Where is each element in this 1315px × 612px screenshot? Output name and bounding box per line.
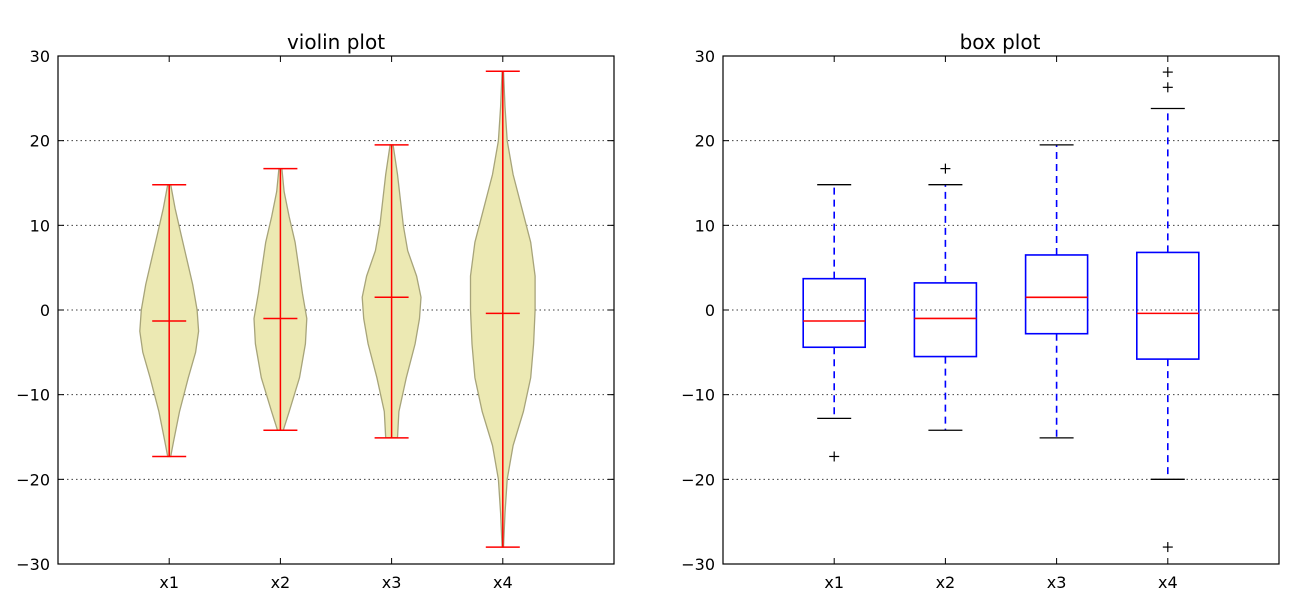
y-tick-label: 10 <box>695 216 715 235</box>
violin-plot-panel: violin plot −30 −20 −10 0 10 20 30 x1 x2 x3 x4 <box>16 30 615 592</box>
x-tick-label: x1 <box>159 573 179 592</box>
y-tick-label: −30 <box>16 555 50 574</box>
y-tick-label: 30 <box>30 47 50 66</box>
box-plot-panel: box plot −30 −20 −10 0 10 20 30 x1 x2 x3 x4 <box>681 30 1280 592</box>
box-iqr-x3 <box>1024 254 1089 335</box>
box-flier-x4 <box>1162 67 1173 78</box>
x-tick-label: x4 <box>493 573 513 592</box>
y-tick-label: 0 <box>705 301 715 320</box>
x-tick-label: x3 <box>382 573 402 592</box>
y-tick-label: −20 <box>681 470 715 489</box>
box-plot-title: box plot <box>960 30 1041 54</box>
y-tick-label: 10 <box>30 216 50 235</box>
y-tick-label: 20 <box>695 132 715 151</box>
box-flier-x1 <box>829 451 840 462</box>
x-tick-label: x4 <box>1158 573 1178 592</box>
x-tick-label: x2 <box>271 573 291 592</box>
violin-plot-title: violin plot <box>287 30 385 54</box>
y-tick-label: 0 <box>40 301 50 320</box>
x-tick-label: x2 <box>936 573 956 592</box>
box-flier-x4 <box>1162 542 1173 553</box>
y-tick-label: 20 <box>30 132 50 151</box>
y-tick-label: −30 <box>681 555 715 574</box>
box-iqr-x1 <box>802 277 867 349</box>
box-flier-x2 <box>940 163 951 174</box>
plot-frame <box>722 55 1280 565</box>
x-tick-label: x1 <box>824 573 844 592</box>
y-tick-label: −10 <box>681 386 715 405</box>
y-tick-label: −10 <box>16 386 50 405</box>
box-iqr-x4 <box>1136 251 1200 360</box>
box-flier-x4 <box>1162 82 1173 93</box>
y-tick-label: −20 <box>16 470 50 489</box>
plot-area <box>723 56 1279 564</box>
plot-frame <box>57 55 615 565</box>
box-iqr-x2 <box>913 282 978 358</box>
y-tick-label: 30 <box>695 47 715 66</box>
x-tick-label: x3 <box>1047 573 1067 592</box>
